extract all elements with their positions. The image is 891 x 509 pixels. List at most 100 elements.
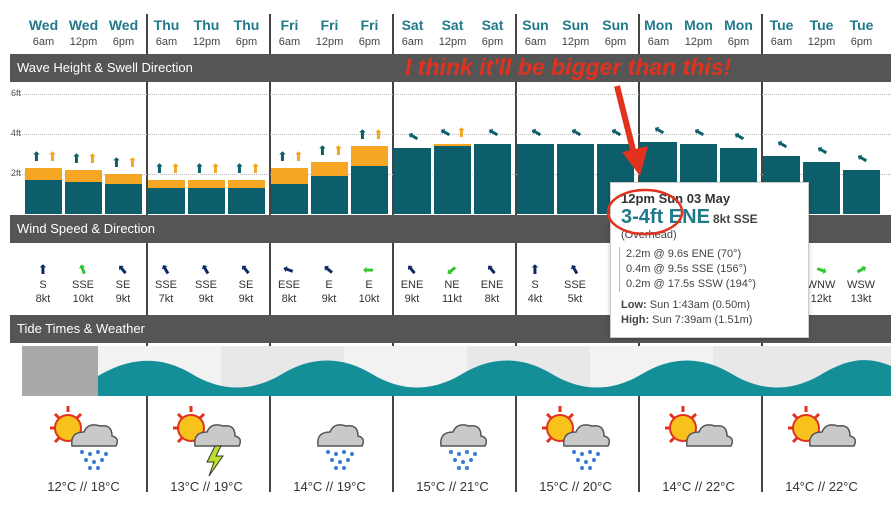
swell-bar[interactable] (311, 162, 348, 176)
y-tick-6ft: 6ft (11, 88, 22, 98)
swell-direction-icon: ⬆ (47, 149, 58, 164)
day-label: Tue (809, 17, 834, 33)
wave-bar[interactable] (148, 188, 185, 214)
wave-direction-icon: ⬆ (773, 136, 792, 153)
wind-arrow-icon: ⬆ (37, 262, 49, 277)
wind-cell: ⬆ NE 11kt (432, 261, 472, 306)
wind-arrow-icon: ⬆ (529, 262, 541, 277)
swell-bar[interactable] (434, 144, 471, 146)
time-column-header: Mon 6pm (718, 16, 759, 50)
wave-bar[interactable] (557, 144, 594, 214)
wind-cell: ⬆ SE 9kt (103, 260, 143, 306)
time-label: 6pm (235, 36, 258, 48)
wave-direction-icon: ⬆ (527, 124, 546, 141)
wind-speed: 13kt (850, 293, 872, 305)
sun-thunder-icon (167, 400, 247, 485)
weather-day: 14°C // 22°C (637, 400, 760, 495)
time-label: 6am (155, 36, 178, 48)
wind-speed: 8kt (484, 293, 500, 305)
weather-day: 12°C // 18°C (22, 400, 145, 495)
wave-bar[interactable] (25, 180, 62, 214)
time-label: 6pm (112, 36, 135, 48)
swell-line-2: 0.4m @ 9.5s SSE (156°) (626, 263, 747, 275)
high-label: High: (621, 314, 650, 326)
wind-cell: ⬆ SSE 7kt (146, 260, 186, 306)
wave-bar[interactable] (803, 162, 840, 214)
wind-direction: WNW (806, 279, 836, 291)
swell-bar[interactable] (148, 180, 185, 188)
wave-bar[interactable] (517, 144, 554, 214)
swell-bar[interactable] (228, 180, 265, 188)
weather-day: 15°C // 20°C (514, 400, 637, 495)
annotation-arrow (614, 85, 648, 176)
time-column-header: Tue 12pm (801, 16, 842, 50)
wave-bar[interactable] (843, 170, 880, 214)
wave-bar[interactable] (394, 148, 431, 214)
wind-cell: ⬆ SSE 10kt (63, 261, 103, 306)
swell-bar[interactable] (188, 180, 225, 188)
wave-bar[interactable] (65, 182, 102, 214)
time-column-header: Mon 6am (638, 16, 679, 50)
wind-speed: 9kt (115, 293, 131, 305)
wave-bar[interactable] (351, 166, 388, 214)
wave-bar[interactable] (474, 144, 511, 214)
sun-rain-icon (536, 400, 616, 485)
gridline (10, 94, 891, 95)
swell-direction-icon: ⬆ (87, 151, 98, 166)
wave-direction-icon: ⬆ (853, 150, 872, 167)
wave-direction-icon: ⬆ (436, 124, 455, 141)
swell-bar[interactable] (25, 168, 62, 180)
wind-speed: 8kt (281, 293, 297, 305)
wave-bar[interactable] (228, 188, 265, 214)
swell-direction-icon: ⬆ (210, 161, 221, 176)
time-label: 6pm (604, 36, 627, 48)
day-label: Sun (602, 17, 629, 33)
wind-cell: ⬆ ENE 9kt (392, 260, 432, 306)
day-label: Sun (562, 17, 589, 33)
time-column-header: Thu 12pm (186, 16, 227, 50)
wave-height-chart: 6ft 4ft 2ft ⬆ ⬆ ⬆ ⬆ ⬆ ⬆ ⬆ ⬆ ⬆ ⬆ ⬆ ⬆ ⬆ ⬆ ⬆ ⬆ ⬆ ⬆ ⬆ ⬆ ⬆ ⬆ ⬆ ⬆ ⬆ ⬆ ⬆ ⬆… (10, 88, 891, 214)
forecast-time-header: Wed 6am Wed 12pm Wed 6pm Thu 6am Thu 12pm Thu 6pm Fr… (0, 16, 891, 56)
tooltip-wind: 8kt SSE (712, 212, 758, 226)
temperature-range: 14°C // 19°C (293, 479, 366, 494)
wave-bar[interactable] (105, 184, 142, 214)
wave-direction-icon: ⬆ (277, 149, 288, 164)
tide-wave-graphic (22, 346, 891, 396)
wind-speed: 5kt (567, 293, 583, 305)
day-label: Sat (481, 17, 504, 33)
swell-bar[interactable] (105, 174, 142, 184)
time-label: 12pm (192, 36, 221, 48)
wind-direction: SSE (194, 279, 217, 291)
swell-direction-icon: ⬆ (170, 161, 181, 176)
wind-direction: E (325, 279, 333, 291)
wind-cell: ⬆ WSW 13kt (841, 261, 881, 306)
swell-bar[interactable] (271, 168, 308, 184)
swell-direction-icon: ⬆ (293, 149, 304, 164)
time-label: 6am (32, 36, 55, 48)
time-column-header: Wed 6am (23, 16, 64, 50)
day-label: Thu (233, 17, 260, 33)
tide-chart (22, 346, 891, 396)
wind-cell: ⬆ WNW 12kt (801, 262, 841, 306)
wind-direction: S (531, 279, 539, 291)
wind-speed: 10kt (72, 293, 94, 305)
wave-bar[interactable] (434, 146, 471, 214)
annotation-text: I think it'll be bigger than this! (405, 54, 732, 80)
wave-bar[interactable] (188, 188, 225, 214)
weather-day: 15°C // 21°C (391, 400, 514, 495)
wind-direction: SSE (71, 279, 94, 291)
wind-direction: WSW (846, 279, 876, 291)
wind-cell: ⬆ SSE 9kt (186, 260, 226, 306)
wave-bar[interactable] (271, 184, 308, 214)
swell-bar[interactable] (351, 146, 388, 166)
swell-bar[interactable] (65, 170, 102, 182)
time-column-header: Thu 6pm (226, 16, 267, 50)
wind-speed: 12kt (810, 293, 832, 305)
temperature-range: 13°C // 19°C (170, 479, 243, 494)
time-column-header: Tue 6pm (841, 16, 882, 50)
wave-direction-icon: ⬆ (404, 128, 423, 145)
wind-direction: ENE (480, 279, 504, 291)
time-column-header: Fri 6pm (349, 16, 390, 50)
wave-bar[interactable] (311, 176, 348, 214)
swell-line-3: 0.2m @ 17.5s SSW (194°) (626, 278, 756, 290)
